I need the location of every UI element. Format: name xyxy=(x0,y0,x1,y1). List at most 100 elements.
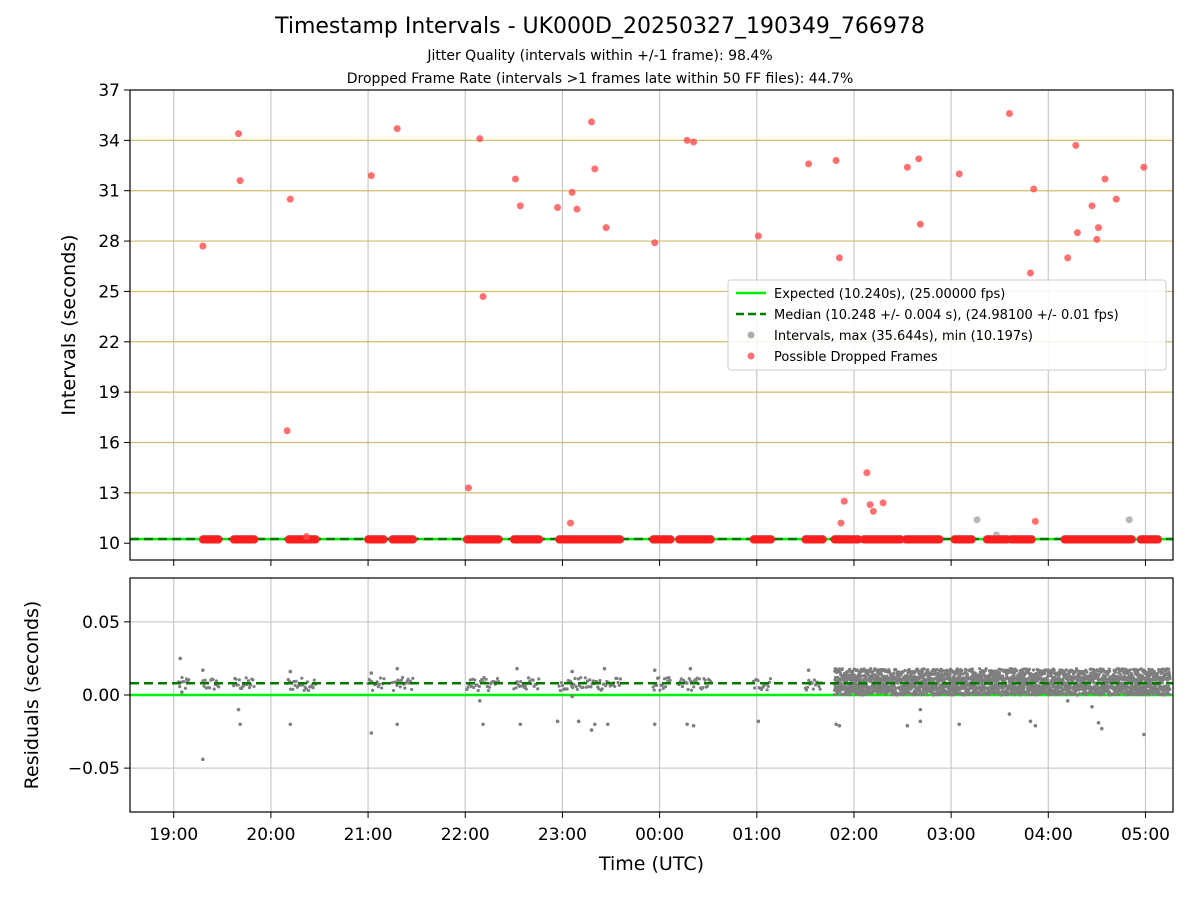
residual-point xyxy=(406,677,410,681)
residual-outlier-point xyxy=(918,719,923,724)
y-tick-label: 25 xyxy=(98,282,120,302)
residual-point xyxy=(844,673,848,677)
residual-outlier-point xyxy=(478,699,482,703)
y-tick-label: 34 xyxy=(98,131,120,151)
residual-point xyxy=(246,679,250,683)
y-tick-label: 0.00 xyxy=(82,686,120,706)
residual-point xyxy=(579,676,583,680)
dropped-frame-point xyxy=(1072,141,1080,149)
residual-point xyxy=(652,688,656,692)
residual-point xyxy=(558,688,562,693)
residual-point xyxy=(922,691,926,695)
residual-point xyxy=(524,687,528,691)
x-tick-label: 04:00 xyxy=(1024,825,1073,845)
residual-point xyxy=(472,685,476,690)
residual-point xyxy=(658,688,662,692)
residual-point xyxy=(1095,684,1099,688)
residual-point xyxy=(252,684,256,689)
dropped-frame-point xyxy=(286,195,294,203)
residual-point xyxy=(291,687,295,691)
residual-point xyxy=(588,678,592,682)
dropped-frame-point xyxy=(1073,229,1081,237)
residual-point xyxy=(1022,686,1026,690)
dropped-frame-point xyxy=(1154,535,1163,544)
residual-point xyxy=(398,685,402,689)
residual-point xyxy=(410,687,414,692)
x-axis-label: Time (UTC) xyxy=(598,853,704,875)
residual-point xyxy=(850,669,855,674)
residual-point xyxy=(1064,668,1068,672)
residual-outlier-point xyxy=(570,669,574,674)
residual-point xyxy=(917,692,921,696)
residual-outlier-point xyxy=(652,722,657,727)
residual-point xyxy=(657,676,661,680)
residual-point xyxy=(217,685,221,689)
residual-point xyxy=(860,674,864,678)
residual-point xyxy=(965,673,970,677)
residual-point xyxy=(812,678,817,682)
residual-point xyxy=(679,677,683,681)
residual-outlier-point xyxy=(756,719,761,724)
dropped-frame-point xyxy=(832,157,840,164)
residual-point xyxy=(236,683,240,687)
residual-outlier-point xyxy=(837,723,842,728)
residual-point xyxy=(292,679,296,684)
residual-outlier-point xyxy=(555,719,560,724)
dropped-frame-point xyxy=(464,484,472,492)
residual-point xyxy=(1160,681,1164,685)
legend-entry-label: Median (10.248 +/- 0.004 s), (24.98100 +… xyxy=(774,308,1119,323)
dropped-frame-point xyxy=(754,232,762,240)
dropped-frame-point xyxy=(1112,195,1120,203)
dropped-frame-point xyxy=(367,172,375,180)
residual-point xyxy=(1167,670,1171,674)
residual-point xyxy=(838,670,842,675)
residual-point xyxy=(984,667,988,671)
dropped-frame-point xyxy=(915,155,923,163)
residual-point xyxy=(382,677,386,681)
residual-point xyxy=(581,685,585,689)
residual-outlier-point xyxy=(515,666,519,671)
residual-outlier-point xyxy=(1096,720,1101,725)
residual-point xyxy=(810,681,814,685)
residual-point xyxy=(376,685,380,689)
residual-point xyxy=(486,688,491,693)
residual-point xyxy=(833,693,837,697)
y-tick-label: 16 xyxy=(98,434,120,454)
dropped-frame-point xyxy=(1064,254,1072,262)
y-tick-label: 0.05 xyxy=(82,613,120,633)
residual-point xyxy=(1136,668,1140,672)
residual-point xyxy=(232,684,236,688)
residual-point xyxy=(1115,674,1119,678)
residual-point xyxy=(1107,680,1111,684)
residual-point xyxy=(838,690,842,694)
dropped-frame-point xyxy=(1088,202,1096,210)
residual-point xyxy=(187,678,191,682)
residual-outlier-point xyxy=(288,722,293,727)
residual-point xyxy=(1136,692,1141,697)
residual-point xyxy=(1093,676,1097,680)
residual-point xyxy=(560,683,565,688)
residual-point xyxy=(999,693,1003,697)
residual-point xyxy=(689,688,694,692)
residual-point xyxy=(981,692,985,696)
residual-point xyxy=(244,676,248,680)
residual-point xyxy=(573,676,577,681)
residual-point xyxy=(686,687,690,692)
residual-point xyxy=(1167,667,1171,671)
residual-point xyxy=(514,686,518,690)
residual-point xyxy=(1034,671,1038,676)
residual-outlier-point xyxy=(685,722,689,727)
x-tick-label: 21:00 xyxy=(344,825,393,845)
dropped-frame-rate-subtitle: Dropped Frame Rate (intervals >1 frames … xyxy=(346,71,854,87)
residual-point xyxy=(476,688,480,693)
dropped-frame-point xyxy=(554,204,562,211)
residual-point xyxy=(766,684,770,688)
dropped-frame-point xyxy=(494,535,503,544)
residual-point xyxy=(178,685,182,689)
residual-point xyxy=(604,684,608,688)
dropped-frame-point xyxy=(511,175,519,183)
residual-point xyxy=(964,679,968,683)
dropped-frame-point xyxy=(869,507,877,515)
residual-point xyxy=(811,687,815,691)
